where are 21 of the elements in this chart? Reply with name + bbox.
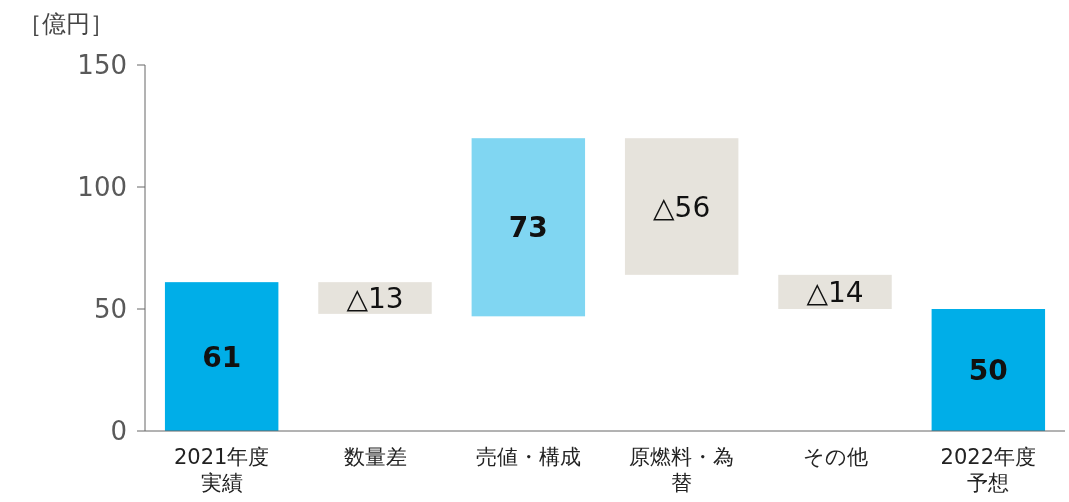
x-tick-label: 2021年度実績: [173, 445, 270, 495]
data-label: △14: [806, 275, 864, 309]
data-label: 61: [202, 340, 242, 374]
data-label: △13: [346, 282, 404, 316]
y-tick-label: 150: [77, 50, 127, 80]
x-tick-label: 売値・構成: [475, 445, 581, 469]
bar: [624, 138, 739, 275]
data-label: 50: [968, 354, 1008, 387]
y-axis-title: ［億円］: [18, 10, 114, 38]
x-tick-label: 数量差: [343, 445, 407, 469]
data-label: △56: [653, 190, 711, 224]
y-tick-label: 0: [110, 416, 127, 446]
x-tick-label: その他: [802, 445, 868, 469]
bar: [931, 309, 1046, 431]
x-tick-label: 原燃料・為替: [629, 445, 735, 495]
y-tick-label: 100: [77, 172, 127, 202]
y-tick-label: 50: [93, 294, 127, 324]
data-label: 73: [508, 211, 548, 245]
x-tick-label: 2022年度予想: [940, 445, 1037, 495]
bar: [471, 138, 586, 317]
bar: [164, 282, 279, 431]
